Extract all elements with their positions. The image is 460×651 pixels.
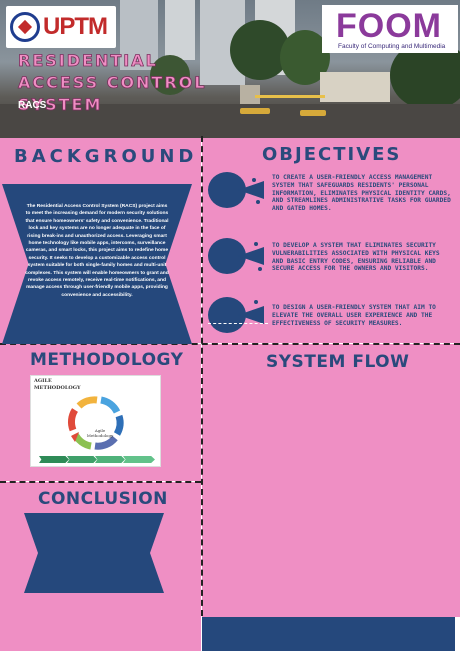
objectives-heading: OBJECTIVES [262, 144, 402, 165]
foom-logo: FOOM Faculty of Computing and Multimedia [322, 5, 458, 53]
objective-text: TO CREATE A USER-FRIENDLY ACCESS MANAGEM… [272, 174, 451, 213]
foom-subtitle: Faculty of Computing and Multimedia [338, 43, 446, 50]
system-flow-panel [202, 344, 460, 617]
objective-item: TO DEVELOP A SYSTEM THAT ELIMINATES SECU… [208, 238, 458, 282]
fish-bullet-icon [208, 238, 272, 274]
objective-item: TO DESIGN A USER-FRIENDLY SYSTEM THAT AI… [208, 297, 458, 337]
header-photo [0, 0, 460, 138]
background-text: The Residential Access Control System (R… [25, 204, 169, 298]
agile-diagram-center: Agile Methodology [86, 428, 114, 438]
horizontal-divider-left [0, 481, 201, 483]
agile-diagram-title: AGILE METHODOLOGY [34, 378, 81, 391]
conclusion-heading: CONCLUSION [38, 489, 168, 509]
methodology-heading: METHODOLOGY [30, 350, 184, 370]
footer-bar [202, 617, 455, 651]
agile-methodology-diagram: AGILE METHODOLOGY Agile Methodology [30, 375, 161, 467]
fish-bullet-icon [208, 297, 272, 333]
horizontal-divider [0, 343, 460, 345]
poster-title: RESIDENTIAL ACCESS CONTROL SYSTEM [18, 51, 207, 115]
system-flow-heading: SYSTEM FLOW [266, 352, 410, 372]
uptm-logo-text: UPTM [43, 13, 108, 40]
poster-subtitle: RACS [18, 100, 47, 111]
uptm-emblem-icon [10, 12, 40, 42]
background-heading: BACKGROUND [14, 146, 198, 167]
vertical-divider [201, 136, 203, 616]
objective-text: TO DESIGN A USER-FRIENDLY SYSTEM THAT AI… [272, 304, 436, 327]
uptm-logo: UPTM [6, 6, 116, 48]
conclusion-banner [24, 513, 164, 593]
foom-logo-text: FOOM [336, 7, 442, 45]
fish-bullet-icon [208, 172, 272, 208]
agile-cycle-icon [68, 396, 124, 450]
background-banner [2, 184, 192, 344]
objective-item: TO CREATE A USER-FRIENDLY ACCESS MANAGEM… [208, 172, 458, 220]
objective-text: TO DEVELOP A SYSTEM THAT ELIMINATES SECU… [272, 242, 440, 273]
